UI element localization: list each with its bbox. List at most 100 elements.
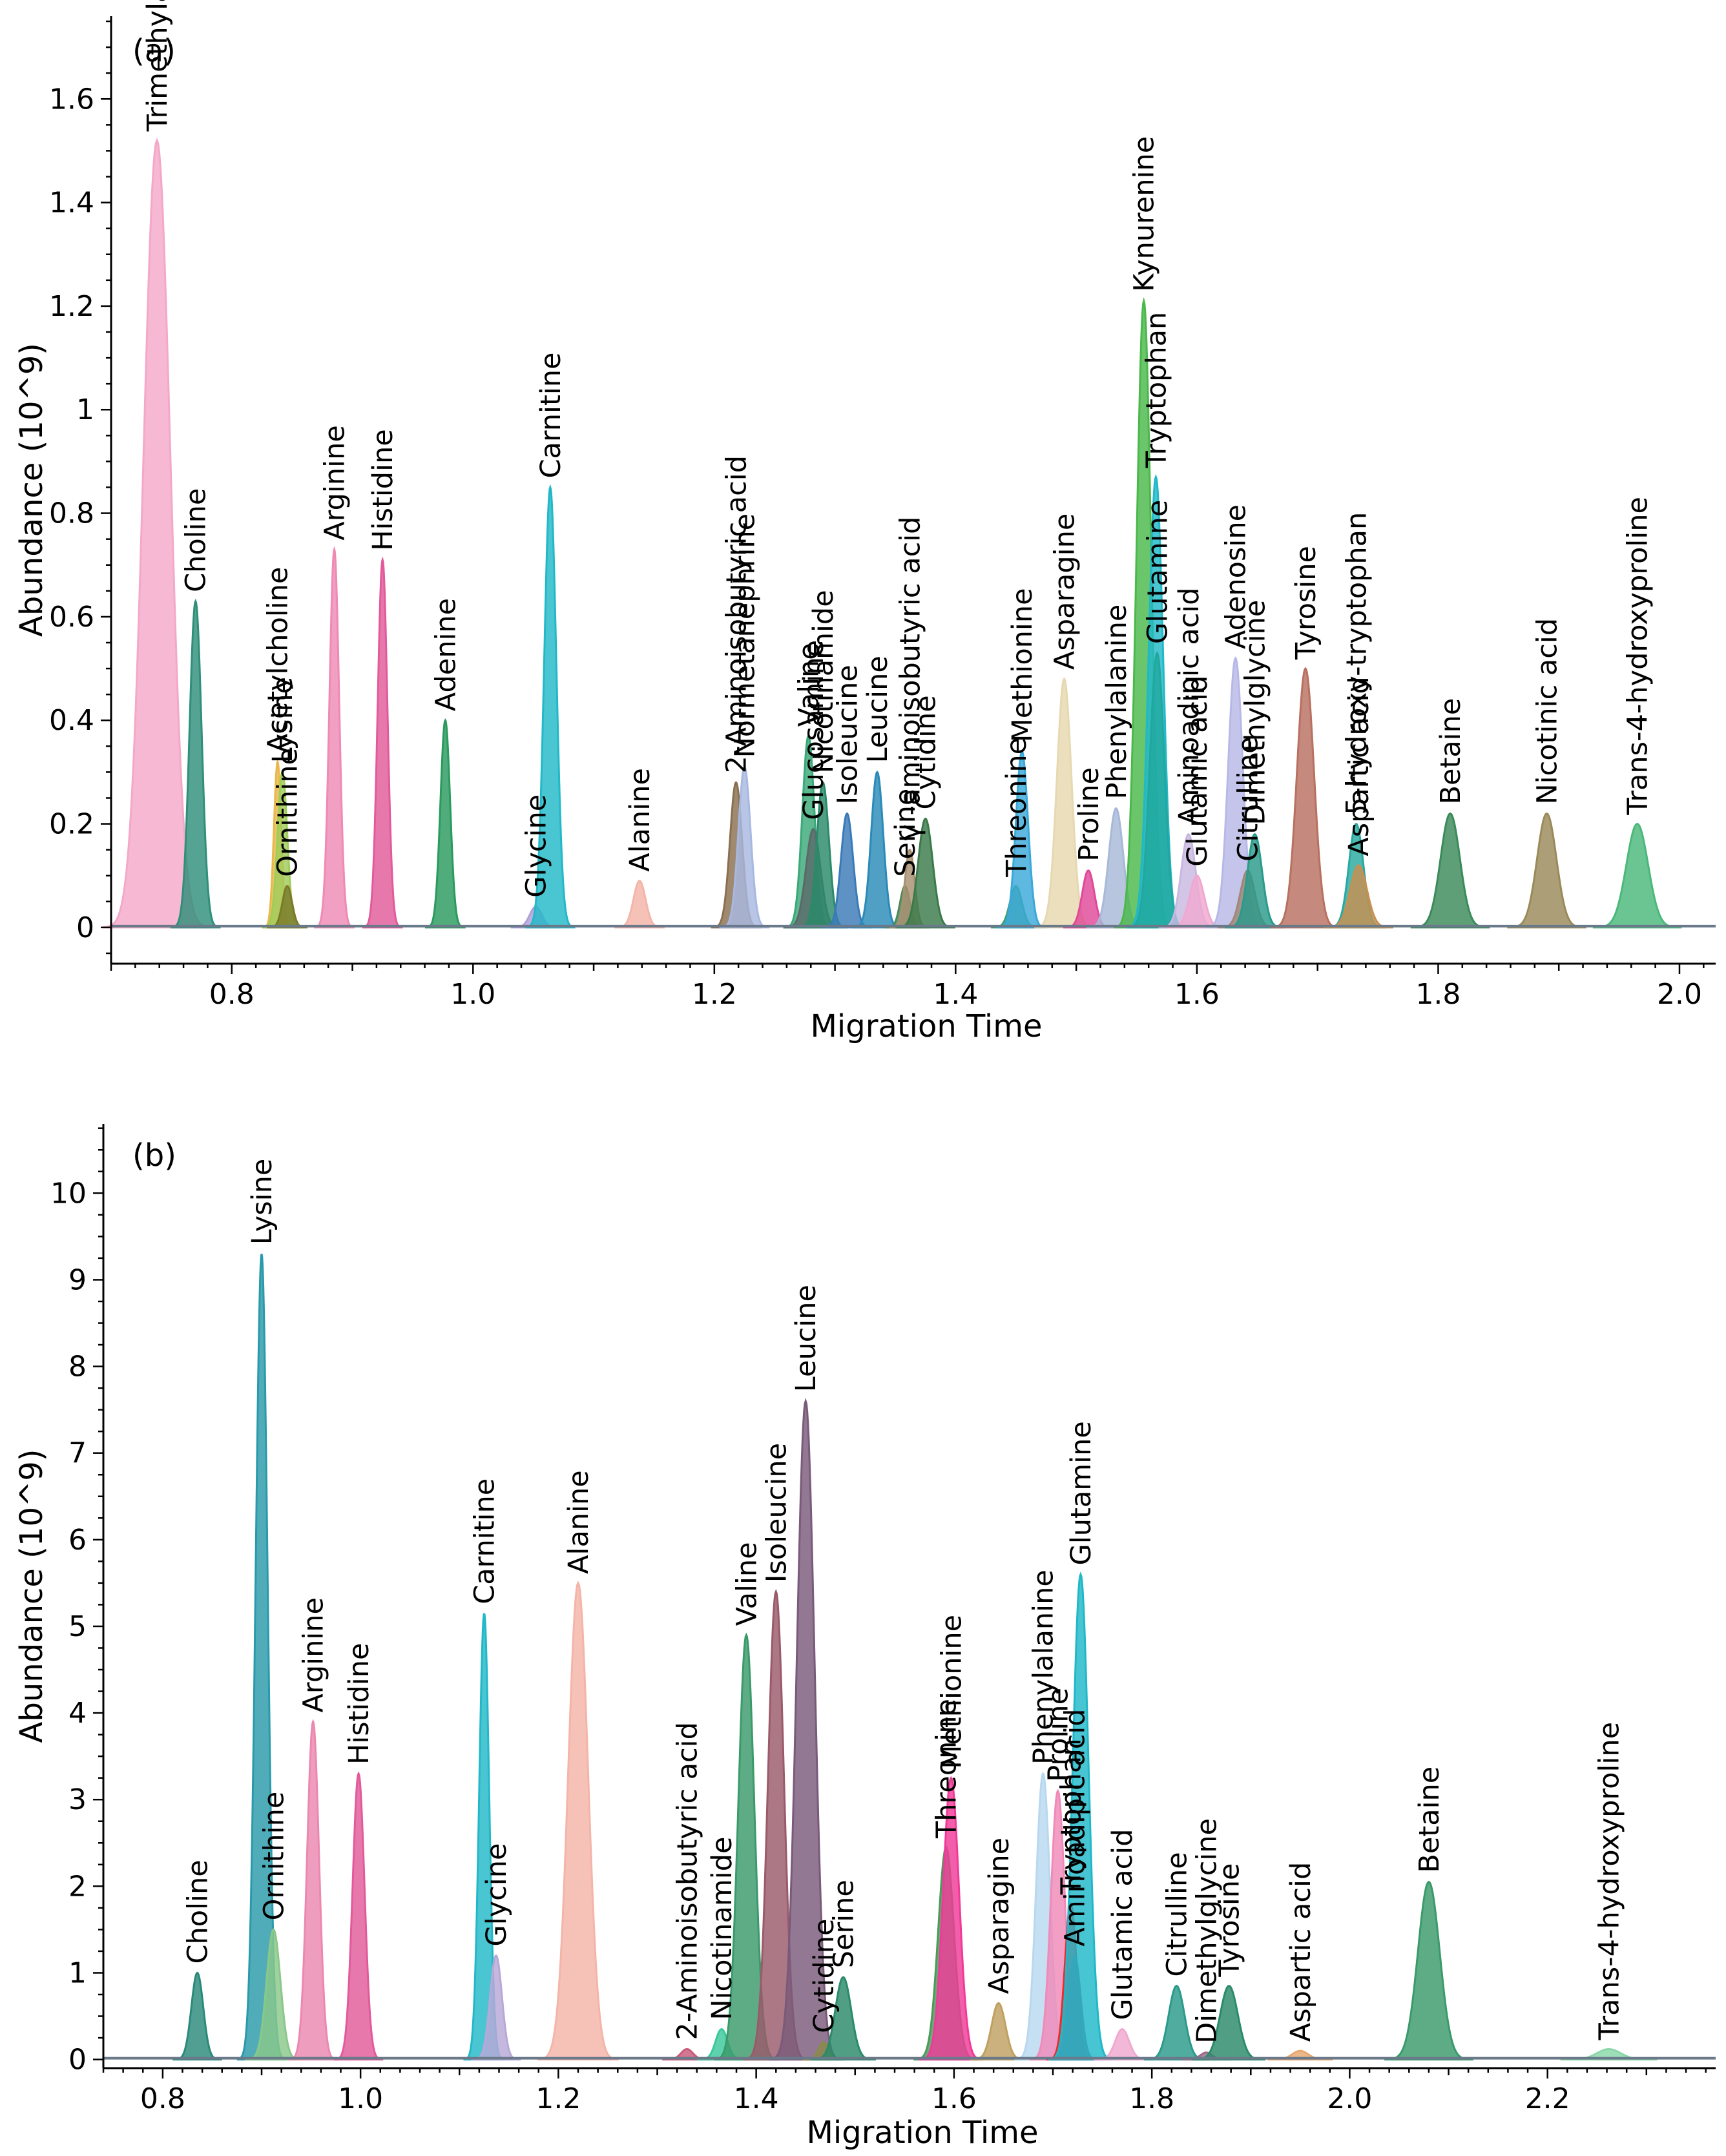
peak-label-dimethylglycine: Dimethylglycine: [1240, 600, 1272, 825]
peak-label-adenine: Adenine: [430, 598, 462, 711]
peak-label-5-hydroxy-tryptophan: 5-hydroxy-tryptophan: [1340, 512, 1373, 815]
peak-series-group: [103, 138, 1682, 929]
peak-label-leucine: Leucine: [862, 656, 894, 763]
peak-label-nicotinic-acid: Nicotinic acid: [1532, 618, 1564, 805]
panel-label: (a): [132, 33, 176, 69]
peak-label-glycine: Glycine: [481, 1843, 513, 1947]
peak-choline: [172, 1971, 222, 2061]
y-tick-label: 1: [76, 393, 94, 426]
peak-label-normetanephrine: Normetanephrine: [729, 513, 762, 758]
peak-label-proline: Proline: [1043, 1688, 1075, 1782]
y-tick-label: 0: [76, 911, 94, 944]
peak-aspartic-acid: [1324, 864, 1393, 929]
x-tick-label: 1.2: [535, 2082, 581, 2115]
x-tick-label: 0.8: [140, 2082, 185, 2115]
y-tick-label: 0: [68, 2044, 87, 2077]
peak-label-alanine: Alanine: [624, 768, 656, 872]
peak-label-acetylcholine: Acetylcholine: [262, 567, 295, 753]
peak-label-phenylalanine: Phenylalanine: [1101, 605, 1133, 800]
peak-label-histidine: Histidine: [367, 429, 399, 550]
peak-histidine: [362, 556, 403, 929]
x-axis-title: Migration Time: [806, 2115, 1038, 2151]
x-tick-label: 1.6: [931, 2082, 977, 2115]
y-tick-label: 10: [50, 1177, 87, 1210]
x-tick-label: 0.8: [209, 978, 255, 1011]
peak-alanine: [614, 880, 665, 929]
peak-label-glutamic-acid: Glutamic acid: [1107, 1829, 1139, 2020]
y-tick-label: 1.6: [49, 83, 94, 116]
peak-histidine: [333, 1771, 384, 2061]
peak-label-tryptophan: Tryptophan: [1140, 312, 1172, 469]
peak-label-group: Choline Lysine Ornithine Arginine Histidine C…: [182, 1159, 1626, 2044]
peak-label-glucosamine: Glucosamine: [798, 640, 830, 820]
peak-label-glutamine: Glutamine: [1065, 1421, 1097, 1565]
peak-label-tyrosine: Tyrosine: [1214, 1863, 1246, 1977]
peak-label-nicotinamide: Nicotinamide: [807, 590, 840, 773]
y-tick-label: 0.8: [49, 497, 94, 530]
peak-label-threonine: Threonine: [1001, 738, 1033, 878]
y-tick-label: 0.2: [49, 808, 94, 841]
peak-label-2-aminoisobutyric-acid: 2-Aminoisobutyric acid: [721, 455, 753, 773]
peak-tyrosine: [1271, 667, 1340, 929]
peak-label-group: Trimethylamine N-oxide Choline Acetylcholi…: [141, 0, 1654, 898]
peak-label-serine: Serine: [889, 789, 922, 877]
chart-panel-b: 0.8 1.0 1.2 1.4 1.6 1.8 2.0 2.2 0 1 2 3 4 5 6 7 8 9 10 Migr…: [14, 1124, 1716, 2151]
peak-label-cytidine: Cytidine: [910, 695, 942, 809]
peak-label-asparagine: Asparagine: [1049, 513, 1081, 670]
peak-glutamine: [1048, 1571, 1114, 2061]
peak-betaine: [1384, 1880, 1473, 2061]
panel-label: (b): [132, 1137, 176, 1174]
y-tick-label: 0.6: [49, 601, 94, 634]
peak-label-nicotinamide: Nicotinamide: [706, 1837, 738, 2020]
y-tick-label: 4: [68, 1697, 87, 1730]
y-tick-label: 1: [68, 1956, 87, 1989]
peak-arginine: [288, 1719, 338, 2061]
y-tick-label: 9: [68, 1263, 87, 1296]
peak-label-kynurenine: Kynurenine: [1128, 136, 1161, 292]
y-tick-label: 8: [68, 1351, 87, 1384]
peak-label-lysine: Lysine: [246, 1159, 278, 1245]
x-tick-label: 2.0: [1327, 2082, 1372, 2115]
peak-label-tryptophan: Tryptophan: [1055, 1739, 1088, 1896]
peak-label-arginine: Arginine: [319, 425, 351, 541]
x-tick-label: 1.8: [1129, 2082, 1174, 2115]
peak-label-2-aminoisobutyric-acid: 2-Aminoisobutyric acid: [672, 1722, 704, 2040]
peak-label-betaine: Betaine: [1413, 1767, 1446, 1873]
peak-label-trans-4-hydroxyproline: Trans-4-hydroxyproline: [1622, 497, 1654, 816]
peak-label-citrulline: Citrulline: [1161, 1852, 1193, 1976]
y-axis-title: Abundance (10^9): [14, 343, 50, 637]
y-axis-title: Abundance (10^9): [14, 1449, 50, 1743]
peak-arginine: [314, 546, 355, 929]
peak-adenine: [424, 718, 466, 929]
x-tick-label: 1.0: [450, 978, 495, 1011]
y-tick-label: 1.4: [49, 187, 94, 220]
peak-alanine: [537, 1581, 619, 2061]
peak-label-choline: Choline: [182, 1860, 214, 1964]
peak-label-isoleucine: Isoleucine: [760, 1443, 793, 1582]
peak-label-arginine: Arginine: [298, 1597, 330, 1713]
peak-label-methionine: Methionine: [935, 1615, 968, 1769]
peak-label-glutamine: Glutamine: [1141, 500, 1174, 644]
peak-label-citrulline: Citrulline: [1232, 736, 1264, 861]
peak-label-glutamic-acid: Glutamic acid: [1181, 676, 1214, 867]
y-tick-label: 3: [68, 1783, 87, 1816]
peak-label-valine: Valine: [793, 643, 826, 727]
peak-label-serine: Serine: [827, 1880, 860, 1968]
peak-label-betaine: Betaine: [1435, 698, 1467, 805]
y-tick-label: 2: [68, 1870, 87, 1903]
peak-label-phenylalanine: Phenylalanine: [1028, 1570, 1060, 1765]
y-tick-label: 1.2: [49, 290, 94, 323]
x-tick-label: 1.0: [338, 2082, 383, 2115]
peak-label-tyrosine: Tyrosine: [1290, 546, 1322, 660]
peak-label-histidine: Histidine: [343, 1643, 375, 1765]
x-tick-label: 1.6: [1174, 978, 1220, 1011]
peak-label-carnitine: Carnitine: [469, 1478, 501, 1604]
peak-methionine: [997, 749, 1047, 929]
peak-label-dimethylglycine: Dimethylglycine: [1191, 1818, 1223, 2044]
y-tick-label: 6: [68, 1524, 87, 1557]
x-tick-label: 2.2: [1525, 2082, 1570, 2115]
peak-label-asparagine: Asparagine: [983, 1838, 1015, 1994]
peak-label-ornithine: Ornithine: [272, 748, 304, 877]
chart-panel-a: 0.8 1.0 1.2 1.4 1.6 1.8 2.0 0 0.2 0.4 0.6 0.8 1 1.2 1.…: [14, 0, 1716, 1044]
